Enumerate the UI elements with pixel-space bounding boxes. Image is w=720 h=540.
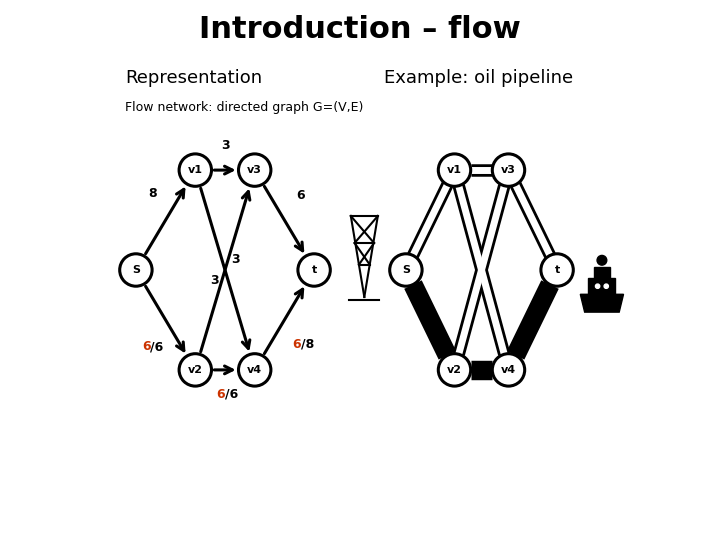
Text: S: S (402, 265, 410, 275)
Circle shape (179, 354, 212, 386)
Text: 3: 3 (232, 253, 240, 266)
Text: /6: /6 (225, 388, 238, 401)
Circle shape (597, 255, 607, 265)
Circle shape (179, 154, 212, 186)
Text: v4: v4 (501, 365, 516, 375)
Circle shape (604, 284, 608, 288)
Text: v2: v2 (188, 365, 203, 375)
Polygon shape (588, 278, 616, 294)
Circle shape (492, 154, 525, 186)
Text: S: S (132, 265, 140, 275)
Text: t: t (312, 265, 317, 275)
Text: v1: v1 (447, 165, 462, 175)
Text: 6: 6 (142, 340, 150, 354)
Text: 6: 6 (297, 189, 305, 202)
Text: v1: v1 (188, 165, 203, 175)
Polygon shape (580, 294, 624, 312)
Circle shape (541, 254, 573, 286)
Circle shape (298, 254, 330, 286)
Text: v3: v3 (247, 165, 262, 175)
Text: 6: 6 (217, 388, 225, 401)
Text: t: t (554, 265, 559, 275)
Circle shape (438, 154, 471, 186)
Text: Representation: Representation (125, 69, 262, 87)
Text: Introduction – flow: Introduction – flow (199, 15, 521, 44)
Text: 6: 6 (292, 338, 301, 351)
Circle shape (238, 354, 271, 386)
Text: v3: v3 (501, 165, 516, 175)
Polygon shape (594, 267, 610, 278)
Text: /8: /8 (301, 338, 314, 351)
Circle shape (120, 254, 152, 286)
Circle shape (492, 354, 525, 386)
Text: v4: v4 (247, 365, 262, 375)
Text: Flow network: directed graph G=(V,E): Flow network: directed graph G=(V,E) (125, 102, 364, 114)
Circle shape (438, 354, 471, 386)
Text: /6: /6 (150, 340, 163, 354)
Text: v2: v2 (447, 365, 462, 375)
Text: 3: 3 (210, 274, 218, 287)
Text: 3: 3 (221, 139, 229, 152)
Circle shape (238, 154, 271, 186)
Text: Example: oil pipeline: Example: oil pipeline (384, 69, 573, 87)
Circle shape (595, 284, 600, 288)
Text: 8: 8 (148, 186, 156, 200)
Circle shape (390, 254, 422, 286)
